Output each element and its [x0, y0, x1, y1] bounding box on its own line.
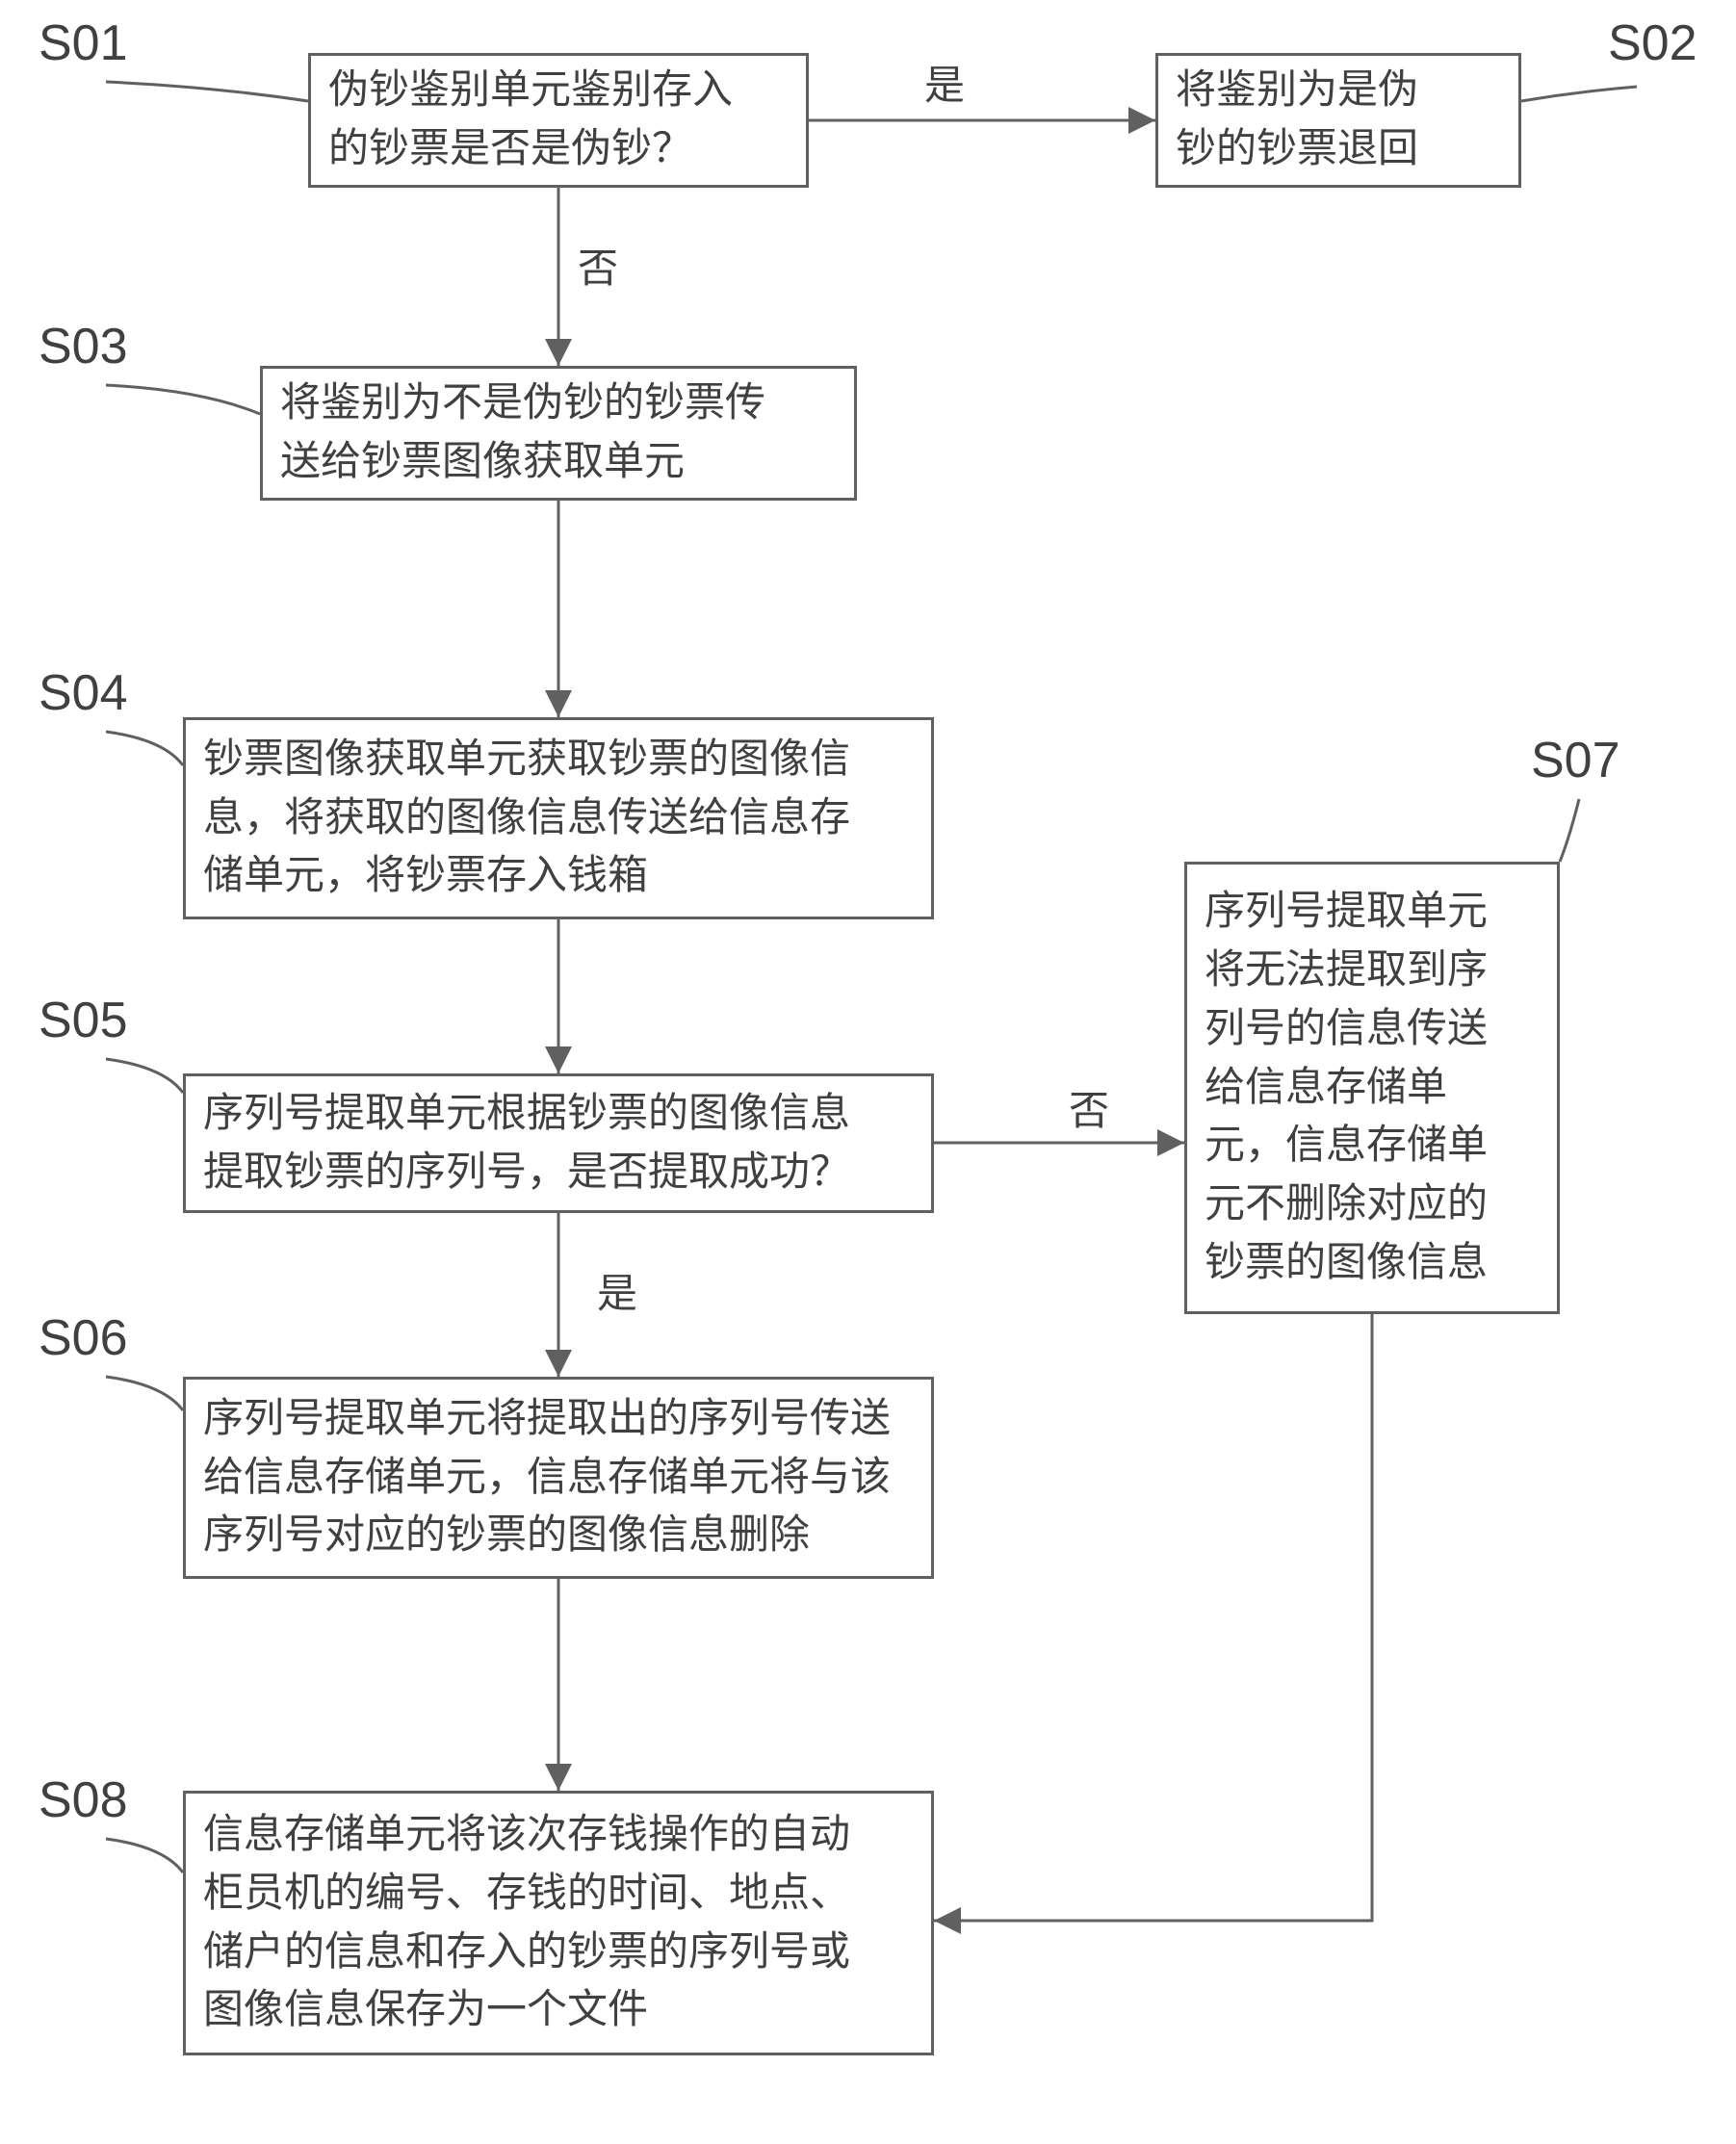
flow-node-s05: 序列号提取单元根据钞票的图像信息 提取钞票的序列号，是否提取成功？	[183, 1073, 934, 1213]
edge-label-yes: 是	[924, 53, 965, 112]
step-label-s01: S01	[39, 14, 128, 72]
edge-label-no: 否	[1069, 1078, 1109, 1137]
edge-label-no: 否	[578, 236, 618, 295]
step-label-s03: S03	[39, 318, 128, 375]
flow-node-s04: 钞票图像获取单元获取钞票的图像信 息，将获取的图像信息传送给信息存 储单元，将钞…	[183, 717, 934, 919]
flow-node-s01: 伪钞鉴别单元鉴别存入 的钞票是否是伪钞？	[308, 53, 809, 188]
flow-node-s08: 信息存储单元将该次存钱操作的自动 柜员机的编号、存钱的时间、地点、 储户的信息和…	[183, 1791, 934, 2055]
step-label-s06: S06	[39, 1309, 128, 1367]
node-text: 信息存储单元将该次存钱操作的自动 柜员机的编号、存钱的时间、地点、 储户的信息和…	[203, 1806, 850, 2041]
flow-node-s06: 序列号提取单元将提取出的序列号传送 给信息存储单元，信息存储单元将与该 序列号对…	[183, 1377, 934, 1579]
node-text: 序列号提取单元将提取出的序列号传送 给信息存储单元，信息存储单元将与该 序列号对…	[203, 1390, 891, 1566]
step-label-s08: S08	[39, 1771, 128, 1829]
step-label-s07: S07	[1531, 732, 1620, 789]
node-text: 伪钞鉴别单元鉴别存入 的钞票是否是伪钞？	[328, 62, 733, 179]
step-label-s04: S04	[39, 664, 128, 722]
node-text: 将鉴别为是伪 钞的钞票退回	[1176, 62, 1418, 179]
node-text: 序列号提取单元 将无法提取到序 列号的信息传送 给信息存储单 元，信息存储单 元…	[1205, 883, 1488, 1293]
edge-label-yes: 是	[597, 1261, 637, 1320]
flow-node-s07: 序列号提取单元 将无法提取到序 列号的信息传送 给信息存储单 元，信息存储单 元…	[1184, 862, 1560, 1314]
flow-node-s03: 将鉴别为不是伪钞的钞票传 送给钞票图像获取单元	[260, 366, 857, 501]
node-text: 将鉴别为不是伪钞的钞票传 送给钞票图像获取单元	[280, 375, 765, 492]
node-text: 钞票图像获取单元获取钞票的图像信 息，将获取的图像信息传送给信息存 储单元，将钞…	[203, 731, 850, 907]
flow-node-s02: 将鉴别为是伪 钞的钞票退回	[1155, 53, 1521, 188]
step-label-s02: S02	[1608, 14, 1697, 72]
node-text: 序列号提取单元根据钞票的图像信息 提取钞票的序列号，是否提取成功？	[203, 1085, 850, 1202]
step-label-s05: S05	[39, 992, 128, 1049]
